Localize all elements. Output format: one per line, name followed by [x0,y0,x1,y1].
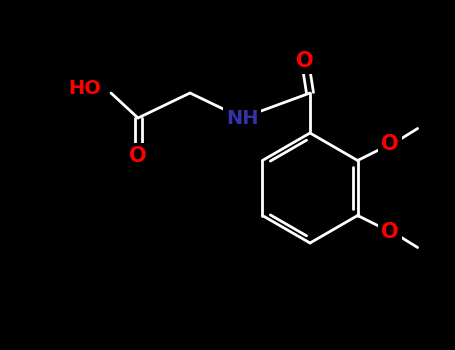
Text: O: O [381,222,399,242]
Text: NH: NH [226,108,258,127]
Text: O: O [381,134,399,154]
Text: O: O [296,51,314,71]
Text: HO: HO [68,78,101,98]
Text: O: O [129,146,147,166]
